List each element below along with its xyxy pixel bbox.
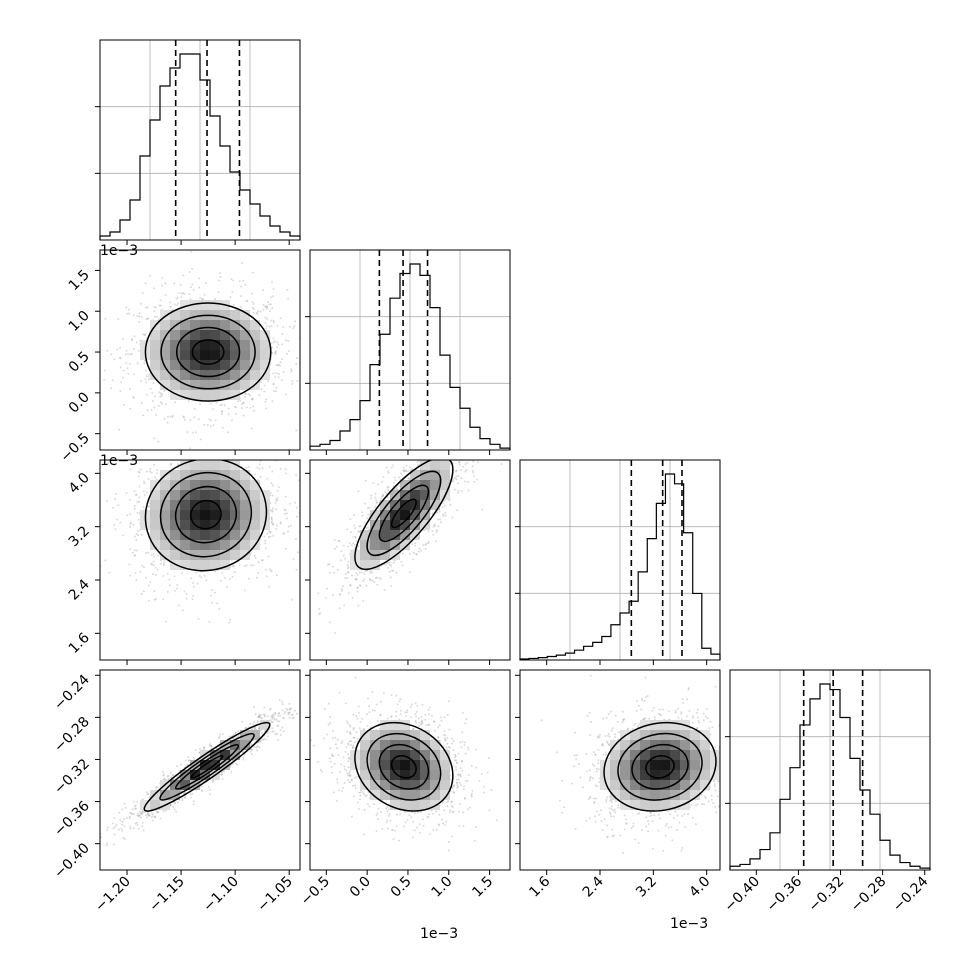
- contour-3: [354, 721, 454, 812]
- y-offset-label-2: 1e−3: [100, 453, 138, 469]
- x-tick-label: −0.24: [890, 873, 932, 915]
- x-offset-label-2: 1e−3: [670, 916, 708, 932]
- contour-0: [191, 339, 225, 365]
- contour-2: [159, 471, 253, 558]
- contour-1: [378, 743, 430, 790]
- y-tick-label: 2.4: [66, 576, 93, 603]
- x-tick-label: −0.5: [298, 874, 333, 909]
- contour-1: [174, 744, 240, 790]
- x-tick-label: −1.10: [200, 874, 242, 916]
- y-tick-label: 1.6: [66, 630, 93, 657]
- x-tick-label: −1.20: [92, 874, 134, 916]
- scatter-panel-1-2: [309, 459, 511, 661]
- contour-3: [144, 302, 272, 402]
- panel-frame: [309, 249, 511, 451]
- panel-frame: [99, 459, 301, 661]
- panel-frame: [99, 669, 301, 871]
- y-tick-label: 0.0: [66, 389, 93, 416]
- panel-frame: [519, 669, 721, 871]
- x-tick-label: 2.4: [580, 873, 607, 900]
- x-tick-label: 1.6: [526, 873, 553, 900]
- contour-2: [617, 732, 703, 801]
- histogram-steps: [519, 473, 721, 660]
- contour-1: [174, 485, 237, 544]
- histogram-steps: [99, 53, 301, 240]
- scatter-panel-0-2: [99, 459, 301, 661]
- x-tick-label: −0.28: [848, 874, 890, 916]
- y-tick-label: −0.5: [57, 430, 92, 465]
- y-tick-label: −0.24: [51, 672, 93, 714]
- y-offset-label-1: 1e−3: [100, 243, 138, 259]
- panel-frame: [729, 669, 931, 871]
- panel-frame: [309, 669, 511, 871]
- contour-2: [160, 314, 256, 390]
- contour-2: [159, 732, 255, 801]
- y-tick-label: −0.32: [51, 756, 93, 798]
- x-tick-label: −0.32: [806, 874, 848, 916]
- scatter-panel-2-3: [519, 669, 721, 871]
- panel-frame: [99, 39, 301, 241]
- x-tick-label: −1.15: [146, 874, 188, 916]
- contour-0: [190, 499, 222, 530]
- histogram-steps: [729, 683, 931, 870]
- contour-3: [354, 460, 454, 571]
- histogram-panel-3: [725, 669, 931, 871]
- scatter-panel-1-3: [309, 669, 511, 871]
- x-offset-label-1: 1e−3: [420, 926, 458, 942]
- y-tick-label: 4.0: [66, 470, 93, 497]
- y-tick-label: −0.28: [51, 714, 93, 756]
- x-tick-label: 0.5: [388, 874, 415, 901]
- contour-0: [390, 755, 417, 779]
- x-tick-label: −1.05: [254, 874, 296, 916]
- contour-3: [143, 721, 271, 812]
- contour-2: [366, 470, 442, 557]
- x-tick-label: 1.5: [469, 874, 496, 901]
- histogram-panel-1: [305, 249, 511, 451]
- x-tick-label: 3.2: [633, 874, 660, 901]
- panel-frame: [99, 249, 301, 451]
- panel-frame: [309, 459, 511, 661]
- contour-0: [190, 755, 224, 779]
- contour-0: [390, 498, 417, 529]
- y-tick-label: 3.2: [66, 523, 93, 550]
- contour-0: [645, 754, 675, 779]
- x-tick-label: −0.40: [721, 874, 763, 916]
- histogram-panel-2: [515, 459, 721, 661]
- x-tick-label: −0.36: [764, 873, 806, 915]
- y-tick-label: 0.5: [66, 349, 93, 376]
- scatter-panel-0-1: [99, 249, 301, 451]
- y-tick-label: 1.0: [66, 308, 93, 335]
- contour-1: [378, 484, 430, 543]
- contour-3: [603, 721, 717, 812]
- contour-3: [144, 460, 268, 572]
- contour-2: [366, 732, 442, 801]
- x-tick-label: 0.0: [347, 874, 374, 901]
- y-tick-label: 1.5: [66, 267, 93, 294]
- panel-frame: [519, 459, 721, 661]
- x-tick-label: 4.0: [686, 874, 713, 901]
- scatter-panel-0-3: [99, 669, 301, 871]
- contour-1: [631, 743, 689, 790]
- y-tick-label: −0.40: [51, 840, 93, 882]
- x-tick-label: 1.0: [429, 874, 456, 901]
- y-tick-label: −0.36: [51, 798, 93, 840]
- contour-1: [175, 326, 241, 378]
- histogram-steps: [309, 263, 511, 450]
- histogram-panel-0: [95, 39, 301, 241]
